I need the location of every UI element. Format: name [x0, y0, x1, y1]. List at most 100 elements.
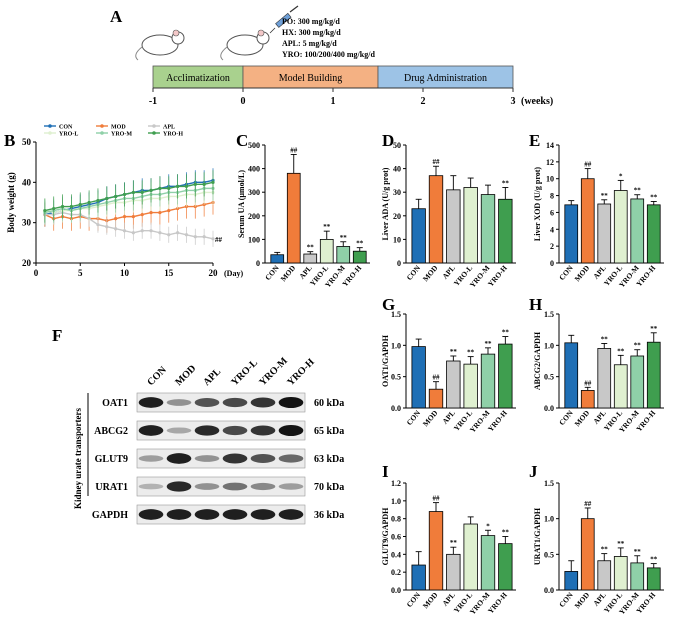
data-point	[114, 194, 118, 199]
bar	[446, 360, 461, 409]
data-point	[78, 202, 82, 207]
significance-mark: *	[619, 172, 623, 180]
panel-label-i: I	[382, 462, 389, 481]
panel-label-f: F	[52, 326, 62, 345]
legend-label: YRO-H	[163, 132, 183, 138]
blot-band	[166, 427, 192, 434]
bar	[352, 250, 367, 264]
panel-label-d: D	[382, 131, 394, 150]
blot-protein-label: URAT1	[95, 482, 128, 493]
y-axis-label: URAT1/GAPDH	[533, 507, 542, 565]
data-point	[211, 237, 215, 241]
blot-band	[138, 509, 164, 520]
blot-band	[166, 399, 192, 406]
significance-mark: **	[617, 347, 625, 355]
mouse-icon	[135, 29, 185, 61]
panel-label-j: J	[529, 462, 538, 481]
bar	[646, 204, 661, 264]
data-point	[131, 190, 135, 195]
y-tick-label: 6	[550, 208, 554, 217]
blot-lane-label: CON	[145, 364, 169, 388]
y-tick-label: 20	[22, 258, 32, 268]
category-label: CON	[557, 590, 575, 609]
bar	[597, 203, 612, 264]
bar	[580, 518, 595, 591]
bar	[463, 523, 478, 591]
y-tick-label: 8	[550, 192, 554, 201]
data-point	[105, 225, 109, 229]
bar	[498, 343, 513, 409]
blot-band	[250, 509, 276, 520]
category-label: CON	[263, 263, 281, 282]
legend-label: MOD	[111, 125, 126, 131]
data-point	[131, 231, 135, 235]
blot-band	[138, 425, 164, 436]
timeline-tick-label: 2	[421, 96, 426, 107]
y-axis-label: ABCG2/GAPDH	[533, 331, 542, 390]
y-tick-label: 0.2	[391, 568, 401, 577]
panel-label-c: C	[236, 131, 248, 150]
bar	[428, 388, 444, 409]
y-tick-label: 1.0	[544, 515, 554, 524]
bar	[428, 175, 444, 264]
y-tick-label: 30	[393, 188, 401, 197]
y-tick-label: 0	[550, 259, 554, 268]
y-tick-label: 1.0	[544, 341, 554, 350]
bar	[597, 348, 612, 409]
blot-protein-label: GAPDH	[92, 510, 128, 521]
y-tick-label: 0.0	[391, 404, 401, 413]
bar	[646, 567, 661, 591]
data-point	[202, 235, 206, 239]
panel-label-g: G	[382, 295, 395, 314]
blot-protein-label: OAT1	[102, 398, 128, 409]
y-tick-label: 0.5	[544, 550, 554, 559]
blot-band	[222, 509, 248, 520]
y-tick-label: 30	[22, 218, 32, 228]
category-label: CON	[557, 263, 575, 282]
bar	[564, 204, 579, 264]
serum-ua-bar-chart: 0 100 200 300 400 500 Serum UA (μmol/L) CON ## MO…	[237, 141, 370, 289]
data-point	[167, 186, 171, 190]
timeline: Acclimatization Model Building Drug Admini…	[149, 65, 553, 107]
legend-label: CON	[59, 125, 73, 131]
data-point	[176, 231, 180, 235]
y-tick-label: 0.6	[391, 533, 401, 542]
y-tick-label: 400	[248, 165, 260, 174]
significance-mark: *	[486, 522, 490, 530]
y-tick-label: 10	[393, 235, 401, 244]
data-point	[105, 196, 109, 201]
y-tick-label: 1.5	[391, 310, 401, 319]
y-axis-label: Liver XOD (U/g prot)	[533, 167, 542, 241]
glut9-bar-chart: 0.0 0.2 0.4 0.6 0.8 1.0 1.2 GLUT9/GAPDH CON ## MOD…	[381, 479, 516, 616]
y-tick-label: 0.0	[544, 404, 554, 413]
significance-mark: **	[323, 223, 331, 231]
y-tick-label: 40	[393, 165, 401, 174]
bar	[646, 341, 661, 409]
blot-kda-label: 60 kDa	[314, 398, 344, 409]
y-tick-label: 0.4	[391, 550, 401, 559]
significance-mark: **	[601, 192, 609, 200]
legend-marker	[100, 131, 104, 135]
y-tick-label: 1.0	[391, 341, 401, 350]
significance-mark: **	[467, 349, 475, 357]
significance-mark: ##	[215, 236, 223, 244]
bar	[498, 198, 513, 264]
blot-band	[278, 509, 304, 520]
significance-mark: ##	[433, 158, 441, 166]
blot-lane-label: YRO-L	[229, 357, 260, 388]
bar	[630, 198, 645, 264]
y-tick-label: 2	[550, 242, 554, 251]
significance-mark: **	[650, 325, 658, 333]
legend-label: YRO-M	[111, 132, 132, 138]
legend-marker	[152, 124, 156, 128]
data-point	[122, 229, 127, 233]
bar	[463, 363, 478, 409]
y-tick-label: 14	[546, 141, 554, 150]
category-label: CON	[405, 408, 423, 427]
significance-mark: **	[340, 234, 348, 242]
category-label: CON	[405, 590, 423, 609]
timeline-tick-label: -1	[149, 96, 157, 107]
data-point	[87, 200, 91, 205]
bar	[336, 246, 351, 264]
data-point	[202, 182, 206, 186]
